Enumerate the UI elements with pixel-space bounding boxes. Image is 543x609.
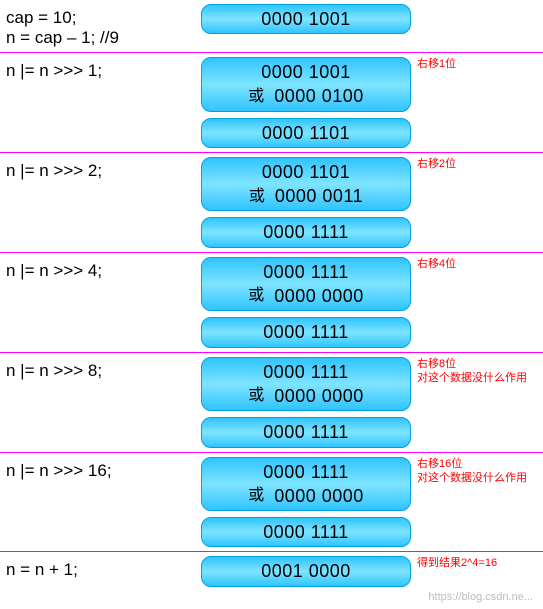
annotation: 右移4位 [411, 257, 531, 271]
binary-result-box: 0000 1111 [201, 417, 411, 447]
binary-result-box: 0000 1001 [201, 4, 411, 34]
binary-operand-a: 0000 1001 [261, 60, 351, 84]
binary-value: 0000 1001 [261, 7, 351, 31]
binary-or-box: 0000 1001或 0000 0100 [201, 57, 411, 112]
step-row: n |= n >>> 4;0000 1111或0000 00000000 111… [0, 253, 543, 353]
code-expression: n |= n >>> 2; [6, 157, 201, 181]
binary-operand-b: 0000 0011 [275, 184, 363, 208]
step-row: n |= n >>> 16;0000 1111或0000 00000000 11… [0, 453, 543, 553]
binary-or-box: 0000 1111或 0000 0000 [201, 457, 411, 512]
or-operator-label: 或 [249, 186, 265, 208]
binary-result-box: 0001 0000 [201, 556, 411, 586]
binary-boxes: 0000 1001或 0000 0100 0000 1101 [201, 57, 411, 148]
binary-result-box: 0000 1111 [201, 517, 411, 547]
binary-result-box: 0000 1111 [201, 217, 411, 247]
binary-result-box: 0000 1111 [201, 317, 411, 347]
step-row: n = n + 1; 0001 0000 得到结果2^4=16 [0, 552, 543, 590]
binary-operand-a: 0000 1111 [263, 260, 349, 284]
or-operator-label: 或 [248, 385, 264, 407]
annotation: 右移2位 [411, 157, 531, 171]
or-operator-label: 或 [248, 285, 264, 307]
binary-or-box: 0000 1101或 0000 0011 [201, 157, 411, 212]
binary-value: 0000 1111 [263, 320, 349, 344]
annotation: 右移16位对这个数据没什么作用 [411, 457, 531, 486]
binary-operand-b: 0000 0000 [274, 484, 364, 508]
or-operator-label: 或 [248, 485, 264, 507]
code-expression: n |= n >>> 8; [6, 357, 201, 381]
binary-boxes: 0000 1101或 0000 0011 0000 1111 [201, 157, 411, 248]
binary-or-box: 0000 1111或 0000 0000 [201, 357, 411, 412]
binary-boxes: 0000 1111或0000 00000000 1111 [201, 357, 411, 448]
code-expression: n |= n >>> 4; [6, 257, 201, 281]
watermark: https://blog.csdn.ne... [428, 591, 533, 603]
annotation-line: 右移16位 [417, 457, 531, 471]
code-expression: n = n + 1; [6, 556, 201, 580]
binary-operand-b: 0000 0000 [274, 384, 364, 408]
step-row: cap = 10;n = cap – 1; //9 0000 1001 [0, 0, 543, 53]
binary-operand-b: 0000 0100 [274, 84, 364, 108]
binary-operand-a: 0000 1101 [262, 160, 350, 184]
binary-operand-b: 0000 0000 [274, 284, 364, 308]
annotation-line: 右移8位 [417, 357, 531, 371]
annotation: 右移8位对这个数据没什么作用 [411, 357, 531, 386]
step-row: n |= n >>> 8;0000 1111或0000 00000000 111… [0, 353, 543, 453]
annotation: 得到结果2^4=16 [411, 556, 531, 570]
binary-boxes: 0000 1111或0000 00000000 1111 [201, 257, 411, 348]
step-row: n |= n >>> 2; 0000 1101或 0000 0011 0000 111… [0, 153, 543, 253]
code-expression: n |= n >>> 16; [6, 457, 201, 481]
binary-operand-a: 0000 1111 [263, 460, 349, 484]
annotation-line: 右移2位 [417, 157, 531, 171]
annotation-line: 对这个数据没什么作用 [417, 371, 531, 385]
annotation-line: 对这个数据没什么作用 [417, 471, 531, 485]
binary-boxes: 0000 1001 [201, 4, 411, 34]
annotation-line: 得到结果2^4=16 [417, 556, 531, 570]
step-row: n |= n >>> 1; 0000 1001或 0000 0100 0000 110… [0, 53, 543, 153]
binary-value: 0000 1111 [263, 220, 349, 244]
or-operator-label: 或 [248, 86, 264, 108]
code-expression: cap = 10;n = cap – 1; //9 [6, 4, 201, 48]
binary-or-box: 0000 1111或 0000 0000 [201, 257, 411, 312]
binary-result-box: 0000 1101 [201, 118, 411, 148]
code-expression: n |= n >>> 1; [6, 57, 201, 81]
binary-operand-a: 0000 1111 [263, 360, 349, 384]
binary-boxes: 0001 0000 [201, 556, 411, 586]
annotation: 右移1位 [411, 57, 531, 71]
binary-boxes: 0000 1111或0000 00000000 1111 [201, 457, 411, 548]
annotation-line: 右移1位 [417, 57, 531, 71]
annotation-line: 右移4位 [417, 257, 531, 271]
binary-value: 0000 1111 [263, 520, 349, 544]
binary-value: 0001 0000 [261, 559, 351, 583]
binary-value: 0000 1101 [262, 121, 350, 145]
binary-value: 0000 1111 [263, 420, 349, 444]
